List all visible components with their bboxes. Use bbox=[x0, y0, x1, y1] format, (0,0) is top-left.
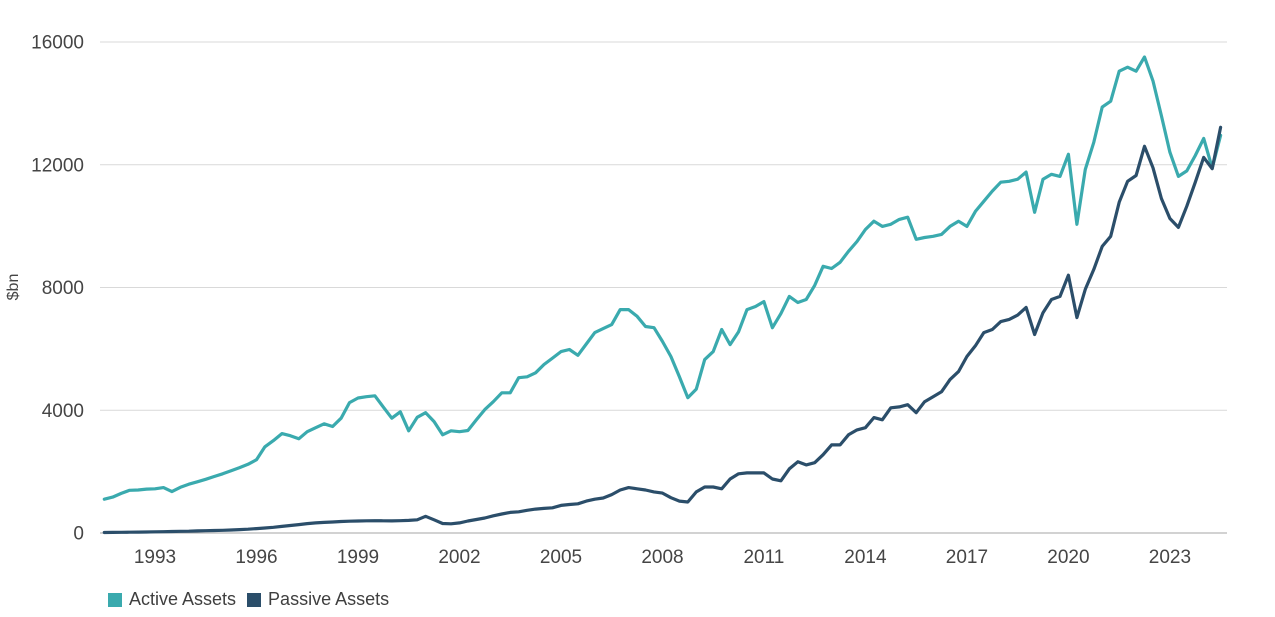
y-tick-label: 12000 bbox=[31, 155, 84, 176]
y-tick-label: 8000 bbox=[42, 278, 84, 299]
x-tick-label: 1999 bbox=[337, 547, 379, 568]
active-assets-label: Active Assets bbox=[129, 589, 237, 609]
x-tick-label: 2011 bbox=[743, 547, 784, 568]
x-tick-label: 2014 bbox=[844, 547, 887, 568]
active-assets-swatch bbox=[108, 592, 122, 607]
y-tick-label: 4000 bbox=[42, 401, 84, 422]
x-tick-label: 2020 bbox=[1047, 547, 1089, 568]
y-tick-label: 0 bbox=[73, 524, 84, 545]
x-tick-label: 2002 bbox=[438, 547, 480, 568]
passive-assets-line bbox=[102, 125, 1223, 535]
y-axis-title: $bn bbox=[5, 273, 22, 301]
x-tick-label: 1996 bbox=[235, 547, 277, 568]
passive-assets-label: Passive Assets bbox=[268, 589, 390, 609]
y-tick-label: 16000 bbox=[31, 33, 84, 54]
x-tick-label: 2008 bbox=[641, 547, 683, 568]
passive-assets-swatch bbox=[247, 592, 262, 607]
legend: Active Assets Passive Assets bbox=[108, 589, 389, 610]
x-tick-label: 2005 bbox=[540, 547, 582, 568]
active-assets-line bbox=[102, 55, 1223, 501]
legend-item-passive-assets: Passive Assets bbox=[247, 589, 389, 610]
x-tick-label: 2023 bbox=[1149, 547, 1191, 568]
x-tick-label: 2017 bbox=[946, 547, 988, 568]
legend-item-active-assets: Active Assets bbox=[108, 589, 236, 610]
x-tick-label: 1993 bbox=[134, 547, 176, 568]
